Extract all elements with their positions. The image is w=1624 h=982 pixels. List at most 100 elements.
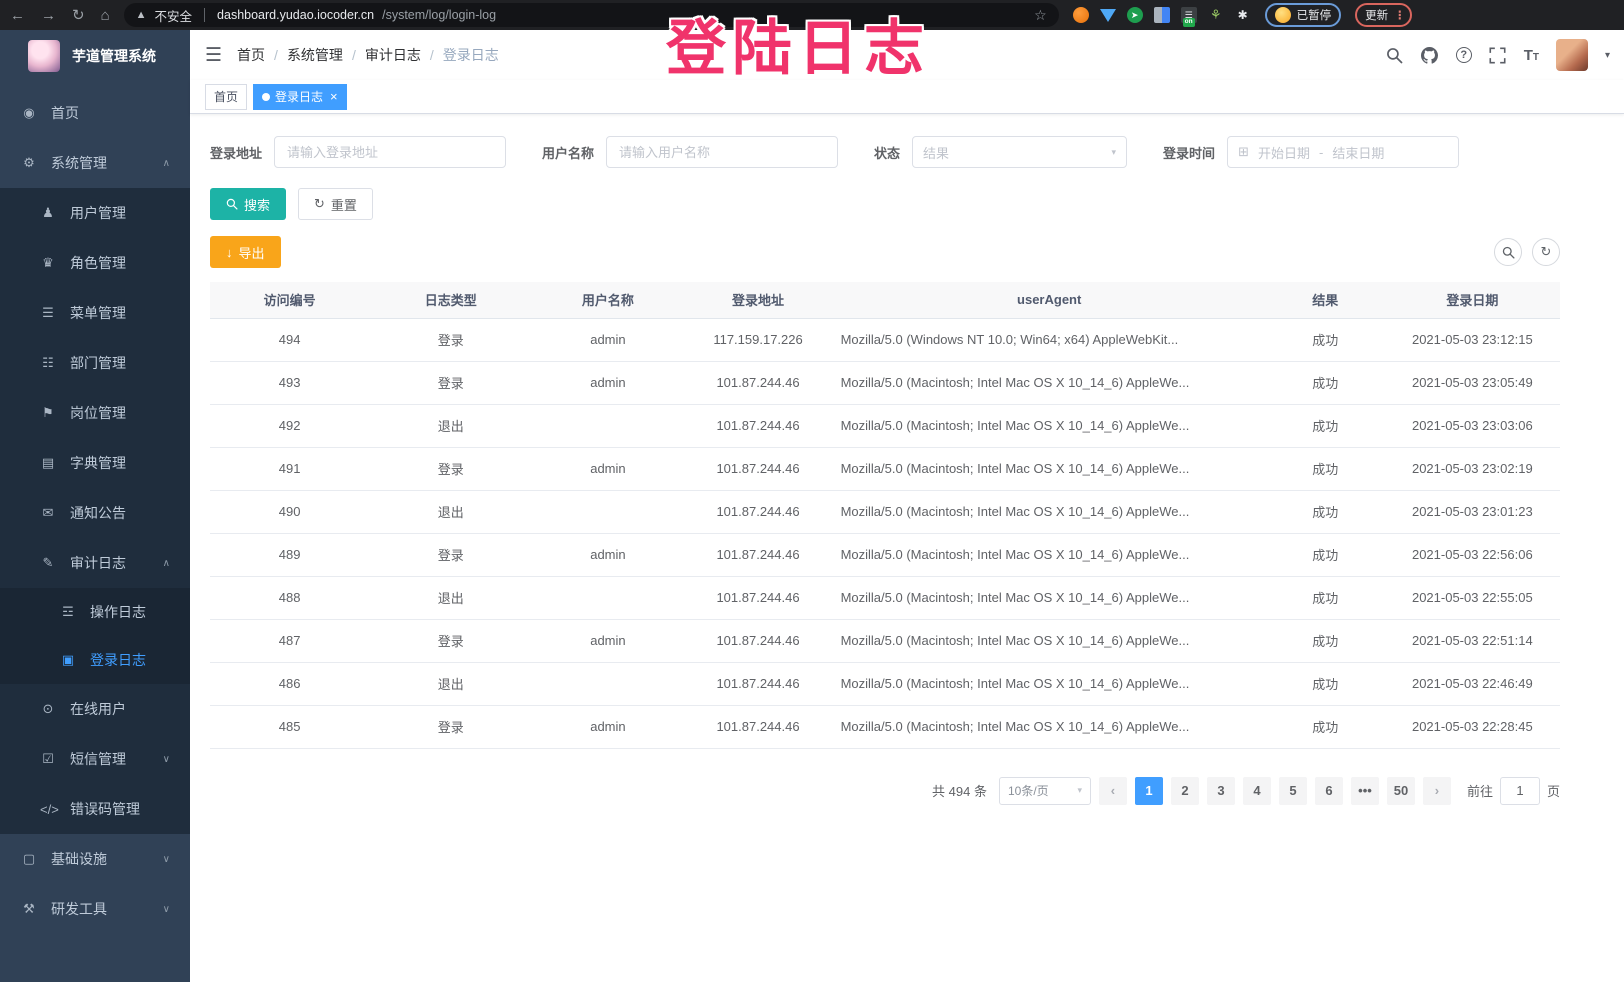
refresh-icon: ↻ bbox=[314, 196, 325, 211]
update-button[interactable]: 更新 ⋮ bbox=[1355, 3, 1412, 27]
prev-page-button[interactable]: ‹ bbox=[1098, 776, 1127, 805]
font-size-icon[interactable]: TT bbox=[1523, 46, 1539, 64]
cell-ip: 101.87.244.46 bbox=[683, 662, 833, 706]
page-button-6[interactable]: 6 bbox=[1314, 776, 1343, 805]
sidebar-item-error-code[interactable]: </> 错误码管理 bbox=[0, 784, 190, 834]
reload-icon[interactable]: ↻ bbox=[72, 7, 85, 24]
cell-id: 490 bbox=[210, 490, 370, 534]
refresh-table-button[interactable]: ↻ bbox=[1532, 238, 1560, 266]
sidebar-item-dev-tool[interactable]: ⚒ 研发工具 ∨ bbox=[0, 884, 190, 934]
date-range-picker[interactable]: ⊞ 开始日期 - 结束日期 bbox=[1227, 136, 1460, 168]
goto-page-input[interactable] bbox=[1499, 776, 1540, 805]
cell-ua: Mozilla/5.0 (Macintosh; Intel Mac OS X 1… bbox=[832, 619, 1266, 663]
post-icon: ⚑ bbox=[42, 405, 54, 420]
username-input[interactable] bbox=[606, 136, 839, 168]
search-button[interactable]: 搜索 bbox=[210, 188, 287, 220]
sidebar-item-operate-log[interactable]: ☲ 操作日志 bbox=[0, 588, 190, 636]
page-size-select[interactable]: 10条/页 ▾ bbox=[998, 776, 1091, 805]
sidebar-item-label: 首页 bbox=[51, 105, 79, 121]
extension-icon[interactable] bbox=[1072, 7, 1089, 23]
sidebar-item-label: 角色管理 bbox=[70, 255, 126, 271]
cell-type: 登录 bbox=[369, 619, 533, 663]
extension-icon[interactable]: ⚘ bbox=[1209, 7, 1222, 22]
extension-icon[interactable] bbox=[1099, 8, 1116, 22]
page-button-1[interactable]: 1 bbox=[1134, 776, 1163, 805]
home-icon[interactable]: ⌂ bbox=[100, 6, 110, 24]
pagination-total: 共 494 条 bbox=[932, 784, 987, 799]
extension-icon[interactable]: ☰ on bbox=[1180, 7, 1197, 27]
breadcrumb-item[interactable]: 系统管理 bbox=[286, 47, 343, 63]
sidebar-item-dashboard[interactable]: ◉ 首页 bbox=[0, 88, 190, 138]
table-row: 493 登录 admin 101.87.244.46 Mozilla/5.0 (Maci… bbox=[210, 361, 1560, 405]
address-bar[interactable]: ▲ 不安全 dashboard.yudao.iocoder.cn/system/… bbox=[123, 3, 1059, 27]
cell-ua: Mozilla/5.0 (Macintosh; Intel Mac OS X 1… bbox=[832, 705, 1266, 749]
sidebar-toggle-icon[interactable]: ☰ bbox=[205, 44, 223, 66]
cell-date: 2021-05-03 23:05:49 bbox=[1384, 361, 1560, 405]
fullscreen-icon[interactable] bbox=[1489, 46, 1507, 64]
breadcrumb-separator: / bbox=[274, 47, 278, 63]
bookmark-star-icon[interactable]: ☆ bbox=[1034, 6, 1047, 23]
sidebar-item-role[interactable]: ♛ 角色管理 bbox=[0, 238, 190, 288]
help-icon[interactable]: ? bbox=[1455, 47, 1472, 63]
cell-id: 491 bbox=[210, 447, 370, 491]
sidebar-item-dict[interactable]: ▤ 字典管理 bbox=[0, 438, 190, 488]
forward-icon[interactable]: → bbox=[41, 6, 56, 24]
sidebar-logo[interactable]: 芋道管理系统 bbox=[0, 30, 190, 82]
login-log-table: 访问编号 日志类型 用户名称 登录地址 userAgent 结果 登录日期 494 登录 adm… bbox=[210, 282, 1560, 749]
back-icon[interactable]: ← bbox=[10, 6, 25, 24]
toggle-search-button[interactable] bbox=[1494, 238, 1522, 266]
pagination-ellipsis[interactable]: ••• bbox=[1350, 776, 1379, 805]
page-size-value: 10条/页 bbox=[1007, 784, 1049, 798]
page-button-5[interactable]: 5 bbox=[1278, 776, 1307, 805]
page-button-50[interactable]: 50 bbox=[1386, 776, 1415, 805]
user-avatar[interactable] bbox=[1555, 39, 1588, 71]
sidebar-item-notice[interactable]: ✉ 通知公告 bbox=[0, 488, 190, 538]
cell-result: 成功 bbox=[1265, 361, 1385, 405]
sidebar-item-log[interactable]: ✎ 审计日志 ∧ bbox=[0, 538, 190, 588]
export-button-label: 导出 bbox=[238, 245, 265, 261]
chevron-up-icon: ∧ bbox=[162, 557, 170, 569]
reset-button[interactable]: ↻ 重置 bbox=[298, 188, 373, 220]
cell-result: 成功 bbox=[1265, 662, 1385, 706]
next-page-button[interactable]: › bbox=[1422, 776, 1451, 805]
breadcrumb-item[interactable]: 首页 bbox=[237, 47, 266, 63]
chevron-down-icon[interactable]: ▾ bbox=[1604, 49, 1610, 61]
extension-icon[interactable]: ➤ bbox=[1126, 7, 1143, 23]
github-icon[interactable] bbox=[1421, 46, 1439, 64]
extension-icon[interactable] bbox=[1153, 7, 1170, 23]
cell-ip: 101.87.244.46 bbox=[683, 404, 833, 448]
search-icon[interactable] bbox=[1386, 46, 1404, 64]
column-header: userAgent bbox=[832, 282, 1266, 319]
address-divider bbox=[204, 8, 206, 22]
sidebar-item-login-log[interactable]: ▣ 登录日志 bbox=[0, 636, 190, 684]
sidebar-item-system[interactable]: ⚙ 系统管理 ∧ bbox=[0, 138, 190, 188]
page-button-4[interactable]: 4 bbox=[1242, 776, 1271, 805]
table-row: 488 退出 101.87.244.46 Mozilla/5.0 (Macintosh… bbox=[210, 576, 1560, 620]
sidebar-item-label: 用户管理 bbox=[70, 205, 126, 221]
sidebar-item-infra[interactable]: ▢ 基础设施 ∨ bbox=[0, 834, 190, 884]
status-select[interactable]: 结果 ▾ bbox=[912, 136, 1128, 168]
cell-user: admin bbox=[532, 619, 684, 663]
profile-paused-badge[interactable]: 已暂停 bbox=[1264, 3, 1342, 27]
breadcrumb-item[interactable]: 审计日志 bbox=[364, 47, 421, 63]
tag-item[interactable]: 首页 bbox=[205, 83, 248, 110]
cell-ua: Mozilla/5.0 (Macintosh; Intel Mac OS X 1… bbox=[832, 662, 1266, 706]
export-button[interactable]: ↓ 导出 bbox=[210, 236, 281, 268]
close-icon[interactable]: × bbox=[330, 89, 338, 104]
sidebar-item-sms[interactable]: ☑ 短信管理 ∨ bbox=[0, 734, 190, 784]
extensions-row: ➤ ☰ on ⚘ ✱ bbox=[1072, 7, 1251, 27]
sidebar-item-menu[interactable]: ☰ 菜单管理 bbox=[0, 288, 190, 338]
sidebar-item-dept[interactable]: ☷ 部门管理 bbox=[0, 338, 190, 388]
extension-on-badge: on bbox=[1182, 17, 1195, 27]
cell-user bbox=[532, 662, 684, 706]
sidebar-item-user[interactable]: ♟ 用户管理 bbox=[0, 188, 190, 238]
page-button-3[interactable]: 3 bbox=[1206, 776, 1235, 805]
tag-active[interactable]: 登录日志 × bbox=[253, 83, 347, 110]
page-button-2[interactable]: 2 bbox=[1170, 776, 1199, 805]
browser-menu-kebab-icon[interactable]: ⋮ bbox=[1394, 10, 1406, 22]
sidebar-item-online-user[interactable]: ⊙ 在线用户 bbox=[0, 684, 190, 734]
extensions-puzzle-icon[interactable]: ✱ bbox=[1237, 8, 1248, 22]
browser-nav: ← → ↻ ⌂ bbox=[10, 6, 110, 25]
login-address-input[interactable] bbox=[274, 136, 507, 168]
sidebar-item-post[interactable]: ⚑ 岗位管理 bbox=[0, 388, 190, 438]
